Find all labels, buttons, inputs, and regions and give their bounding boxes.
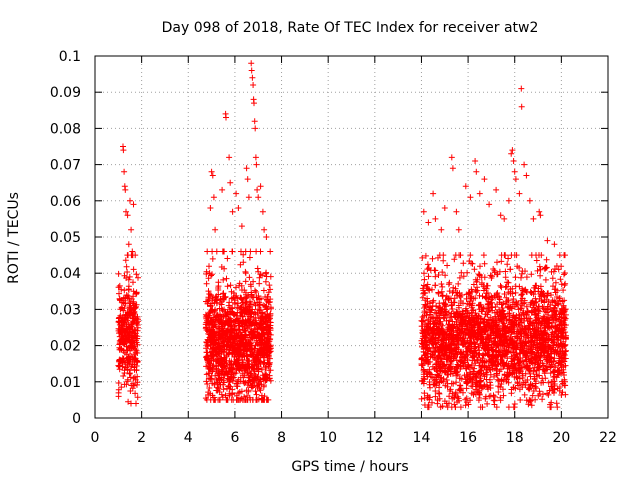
x-tick-label: 20: [552, 430, 570, 446]
y-tick-label: 0: [72, 411, 81, 427]
x-tick-label: 4: [184, 430, 193, 446]
chart-title: Day 098 of 2018, Rate Of TEC Index for r…: [162, 20, 539, 36]
y-tick-label: 0.06: [50, 194, 81, 210]
y-tick-label: 0.04: [50, 266, 81, 282]
y-tick-label: 0.05: [50, 230, 81, 246]
x-tick-label: 6: [230, 430, 239, 446]
x-tick-label: 2: [137, 430, 146, 446]
x-axis-label: GPS time / hours: [291, 459, 408, 475]
y-tick-label: 0.09: [50, 85, 81, 101]
x-tick-label: 16: [459, 430, 477, 446]
y-tick-label: 0.07: [50, 158, 81, 174]
y-tick-label: 0.02: [50, 339, 81, 355]
x-tick-label: 22: [599, 430, 617, 446]
y-tick-label: 0.08: [50, 121, 81, 137]
y-tick-label: 0.01: [50, 375, 81, 391]
x-tick-label: 12: [366, 430, 384, 446]
tick-labels: 0 2 4 6 8 10 12 14 16 18 20 22 0 0.01 0.02 0.03 0.04 0.05…: [50, 49, 617, 446]
grid-lines: [95, 56, 608, 418]
data-points: [115, 60, 569, 411]
x-tick-label: 8: [277, 430, 286, 446]
roti-markers: [115, 60, 569, 411]
x-tick-label: 10: [319, 430, 337, 446]
y-tick-label: 0.03: [50, 302, 81, 318]
y-axis-label: ROTI / TECUs: [6, 192, 22, 284]
axis-ticks: [94, 55, 609, 419]
y-tick-label: 0.1: [59, 49, 81, 65]
x-tick-label: 0: [91, 430, 100, 446]
x-tick-label: 18: [506, 430, 524, 446]
x-tick-label: 14: [413, 430, 431, 446]
